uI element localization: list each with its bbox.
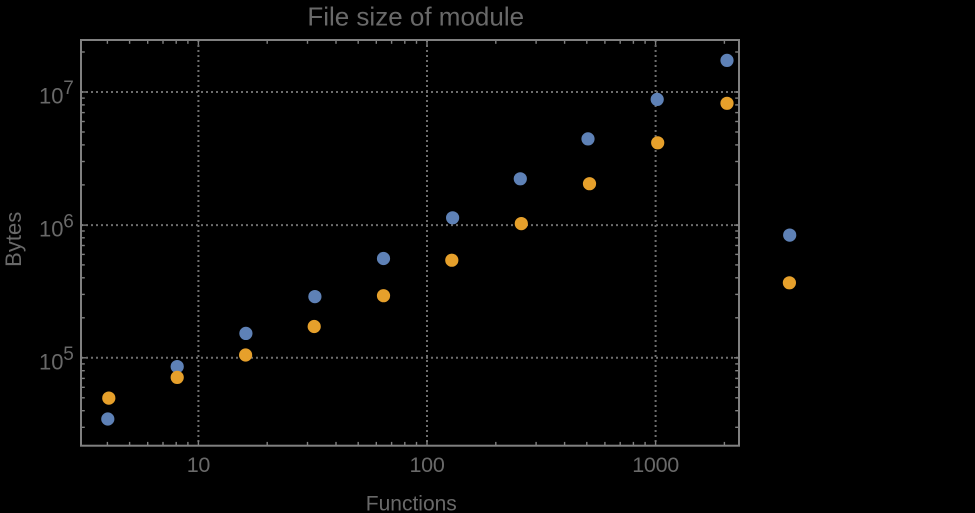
svg-text:1000: 1000 <box>632 453 679 477</box>
svg-text:10: 10 <box>39 84 63 109</box>
svg-text:Functions: Functions <box>366 493 457 513</box>
svg-text:7: 7 <box>63 78 74 99</box>
svg-text:File size of module: File size of module <box>307 1 524 31</box>
svg-text:10: 10 <box>187 453 211 477</box>
svg-text:Bytes: Bytes <box>1 212 26 267</box>
svg-text:5: 5 <box>63 344 74 365</box>
svg-text:100: 100 <box>410 453 445 477</box>
svg-text:10: 10 <box>39 217 63 242</box>
svg-text:6: 6 <box>63 211 74 232</box>
svg-text:10: 10 <box>39 349 63 374</box>
